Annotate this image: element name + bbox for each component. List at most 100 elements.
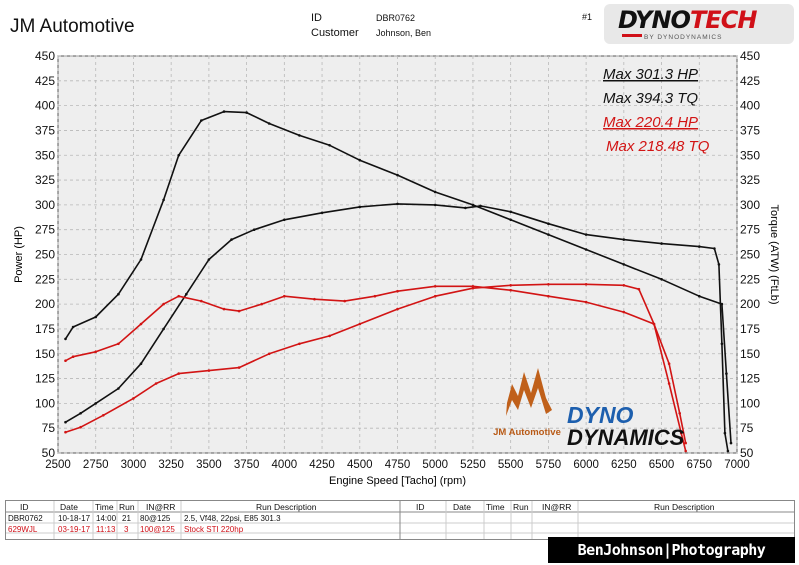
data-point [509, 210, 512, 214]
run-table-grid [6, 501, 794, 539]
x-tick-label: 4250 [309, 459, 335, 471]
data-point [320, 211, 324, 215]
logo-accent-bar [622, 34, 642, 37]
y-tick-label-left: 250 [35, 248, 55, 262]
data-point [252, 228, 256, 231]
data-point [471, 203, 475, 207]
x-tick-label: 6000 [573, 459, 599, 471]
data-point [162, 198, 165, 202]
y-tick-label-right: 100 [740, 396, 760, 410]
dynotech-logo-text: DYNOTECH [618, 6, 757, 34]
data-point [717, 263, 721, 266]
data-point [64, 420, 67, 424]
dynotech-logo-subtitle: BY DYNODYNAMICS [644, 34, 723, 41]
row1-time: 14:00 [96, 514, 117, 523]
th-run: Run [119, 502, 135, 512]
dyno-logo-text: DYNO [567, 402, 634, 428]
data-point [637, 287, 641, 291]
data-point [328, 144, 331, 147]
row2-run: 3 [124, 525, 129, 534]
y-tick-label-right: 425 [740, 74, 760, 88]
x-tick-label: 6750 [686, 459, 712, 471]
legend-run2-tq: Max 218.48 TQ [606, 138, 710, 155]
x-tick-label: 3500 [196, 459, 222, 471]
th-inrr: IN@RR [146, 502, 176, 512]
data-point [660, 278, 663, 281]
y-tick-label-right: 175 [740, 322, 760, 336]
data-point [547, 222, 550, 225]
th-date-2: Date [453, 502, 471, 512]
x-tick-label: 6500 [649, 459, 675, 471]
data-point [622, 310, 626, 314]
data-point [729, 441, 733, 445]
data-point [117, 292, 120, 296]
data-point [132, 397, 135, 400]
data-point [94, 402, 97, 405]
data-point [139, 362, 143, 366]
data-point [471, 285, 475, 288]
y-tick-label-right: 450 [740, 49, 760, 63]
data-point [71, 355, 75, 359]
data-point [479, 204, 482, 208]
data-point [660, 242, 663, 245]
data-point [698, 245, 701, 248]
data-point [162, 302, 165, 306]
x-tick-label: 2750 [83, 459, 109, 471]
data-point [79, 425, 82, 429]
data-point [343, 299, 347, 303]
data-point [622, 263, 626, 266]
jm-automotive-logo: JM Automotive [493, 368, 561, 438]
data-point [547, 283, 550, 286]
data-point [283, 294, 286, 298]
y-tick-label-left: 75 [42, 421, 56, 435]
y-tick-label-left: 125 [35, 372, 55, 386]
row2-description: Stock STI 220hp [184, 525, 244, 534]
data-point [622, 238, 626, 241]
data-point [509, 284, 512, 287]
th-date: Date [60, 502, 78, 512]
y-tick-label-right: 50 [740, 446, 754, 460]
dynodynamics-logo: DYNO DYNAMICS [567, 402, 685, 450]
y-tick-label-left: 350 [35, 148, 55, 162]
y-tick-label-right: 75 [740, 421, 754, 435]
legend-run2-hp: Max 220.4 HP [603, 114, 698, 131]
data-point [207, 369, 211, 372]
row1-date: 10-18-17 [58, 514, 91, 523]
data-point [433, 190, 437, 194]
data-point [328, 334, 331, 338]
data-point [713, 247, 716, 250]
data-point [177, 154, 180, 157]
data-point [260, 302, 264, 306]
y-tick-label-left: 300 [35, 198, 55, 212]
series-line-4 [65, 285, 687, 444]
data-point [185, 292, 188, 296]
data-point [726, 449, 730, 453]
row1-inrr: 80@125 [140, 514, 171, 523]
row1-description: 2.5, Vf48, 22psi, E85 301.3 [184, 514, 281, 523]
row2-id: 629WJL [8, 525, 38, 534]
row2-time: 11:13 [96, 525, 116, 534]
y-tick-label-left: 50 [42, 446, 56, 460]
data-point [396, 202, 399, 206]
y-tick-label-right: 150 [740, 347, 760, 361]
data-point [584, 283, 588, 286]
x-tick-label: 3750 [234, 459, 260, 471]
data-point [139, 258, 143, 261]
y-axis-label-left: Power (HP) [13, 226, 25, 283]
x-tick-label: 4750 [385, 459, 411, 471]
row2-date: 03-19-17 [58, 525, 91, 534]
data-point [723, 431, 727, 435]
data-point [471, 286, 475, 290]
data-point [102, 414, 105, 417]
x-tick-label: 5750 [536, 459, 562, 471]
data-point [267, 352, 271, 356]
data-point [64, 359, 67, 363]
data-point [79, 412, 82, 415]
y-tick-label-left: 400 [35, 99, 55, 113]
data-point [720, 342, 724, 346]
data-point [117, 342, 120, 346]
dynamics-logo-text: DYNAMICS [567, 425, 685, 450]
customer-label: Customer [311, 27, 359, 39]
data-point [313, 297, 316, 301]
data-point [245, 111, 248, 114]
